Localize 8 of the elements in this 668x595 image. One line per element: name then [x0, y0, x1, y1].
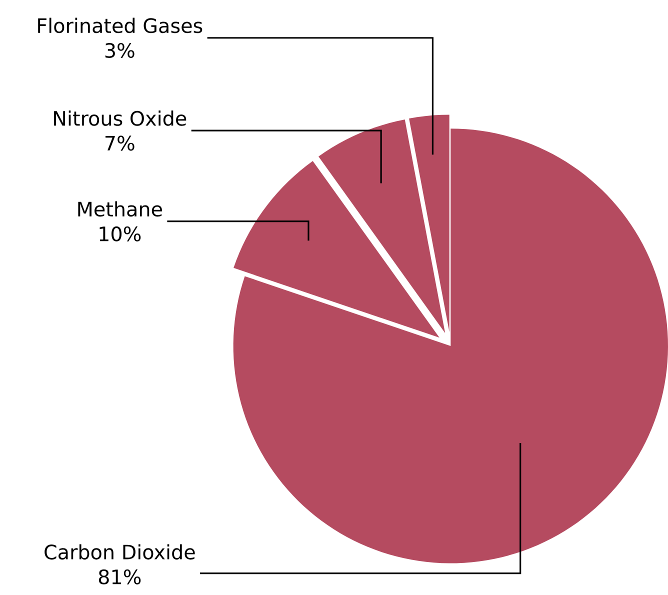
data-label: 3%	[105, 42, 134, 58]
data-label: 81%	[98, 569, 141, 584]
data-label: 7%	[106, 136, 134, 151]
slice-label: Methane	[78, 201, 162, 217]
slice-label: Carbon Dioxide	[44, 544, 195, 560]
slice-label: Nitrous Oxide	[54, 110, 186, 126]
data-label: 10%	[100, 226, 141, 242]
slice-label: Florinated Gases	[38, 18, 202, 34]
